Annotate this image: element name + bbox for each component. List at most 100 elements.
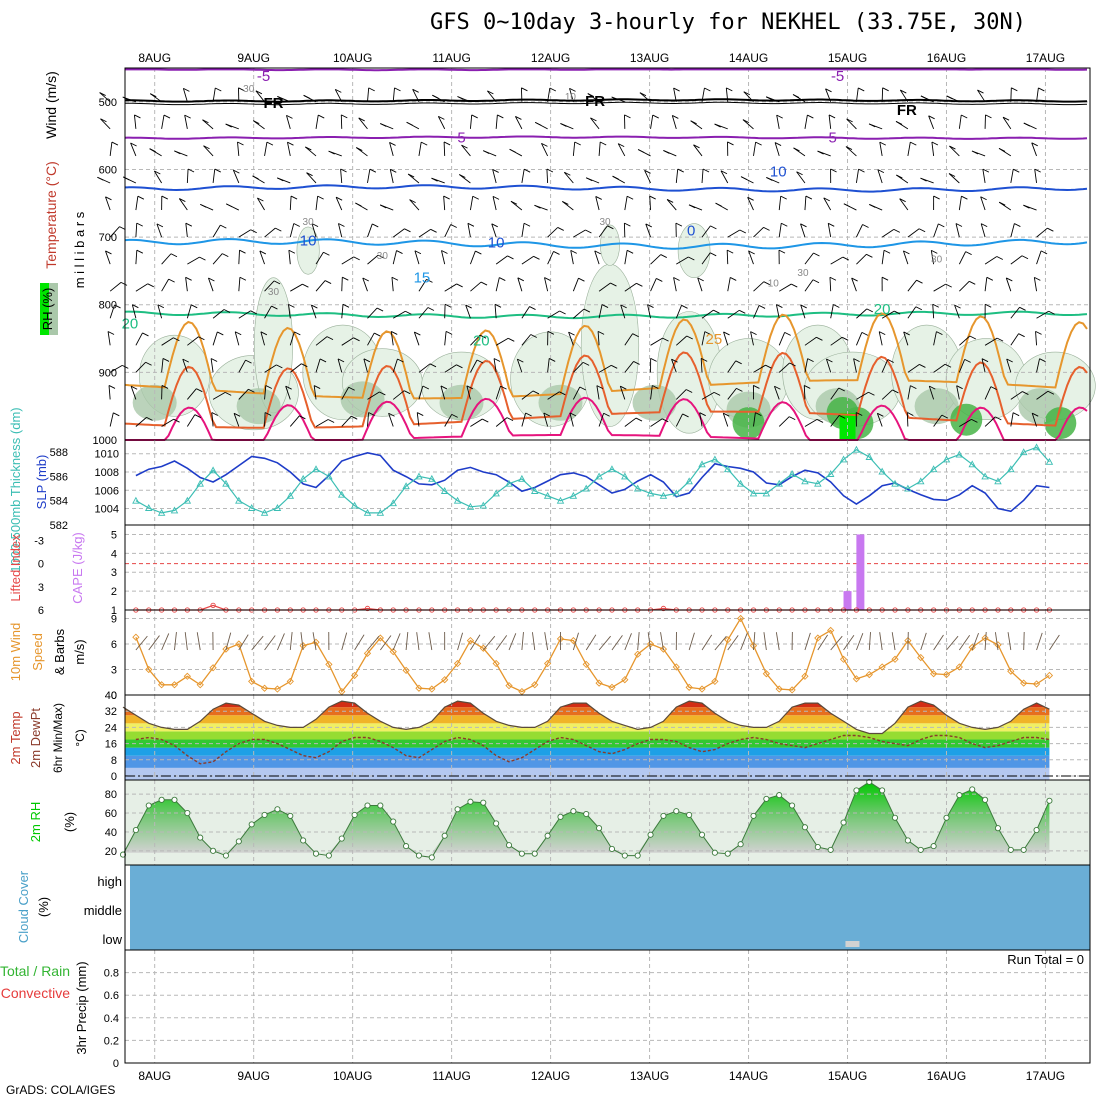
wind-barb	[919, 364, 926, 368]
wind-barb	[775, 304, 780, 319]
wind-barb	[1036, 87, 1039, 102]
wind-barb	[1006, 358, 1013, 363]
wind-barb	[662, 337, 669, 342]
thickness-point	[633, 484, 642, 492]
lifted-point	[364, 605, 371, 612]
wind-barb	[1038, 87, 1045, 92]
wind-barb	[701, 309, 714, 319]
wind-barb	[598, 304, 603, 319]
wind-barb	[547, 358, 550, 373]
isotherm-30	[124, 351, 1088, 429]
rh2m-point	[853, 787, 860, 794]
top-day-label: 16AUG	[927, 51, 966, 65]
wind-barb	[647, 304, 651, 319]
rh2m-point	[377, 802, 384, 809]
wind-barb	[964, 358, 971, 363]
wind-barb	[765, 364, 772, 369]
wind10-barb	[312, 632, 317, 651]
rh2m-point	[930, 843, 937, 850]
wind-barb	[260, 331, 265, 346]
grads-credit: GrADS: COLA/IGES	[6, 1083, 116, 1097]
wind-barb	[372, 223, 379, 228]
contour-label: FR	[263, 95, 283, 112]
wind-barb	[735, 360, 742, 365]
millibars-axis-label: m i l l i b a r s	[72, 211, 87, 288]
wind10-axis-label: 10m Wind	[8, 623, 23, 682]
wind-barb	[153, 170, 163, 184]
wind-barb	[109, 412, 114, 427]
wind-barb	[392, 390, 405, 400]
rh2m-point	[338, 835, 345, 842]
rh2m-tick-label: 80	[105, 789, 117, 801]
wind-barb	[362, 277, 368, 292]
wind-barb	[710, 252, 717, 257]
wind-barb	[348, 386, 355, 391]
wind-barb	[650, 254, 662, 265]
wind-barb	[341, 387, 350, 400]
wind-barb	[825, 88, 832, 102]
wind10-barb	[701, 634, 713, 651]
thickness-point	[762, 489, 771, 497]
wind-barb	[812, 279, 820, 284]
wind-barb	[796, 171, 803, 176]
wind-barb	[315, 358, 321, 373]
wind-barb	[620, 304, 626, 319]
wind10-barb	[482, 635, 496, 651]
wind-barb	[257, 197, 264, 202]
wind-barb	[977, 89, 986, 103]
wind10-barb	[971, 632, 979, 651]
wind-barb	[598, 364, 612, 373]
temp-band	[125, 755, 1050, 768]
wind-barb	[288, 249, 296, 254]
wind-barb	[633, 361, 640, 365]
wind-barb	[830, 387, 840, 400]
wind-barb	[457, 96, 464, 100]
wind-barb	[660, 254, 667, 258]
wind-barb	[105, 250, 112, 255]
wind-barb	[135, 223, 138, 238]
wind-barb	[147, 283, 154, 288]
wind-barb	[828, 114, 836, 119]
wind-barb	[290, 283, 303, 292]
wind-barb	[611, 96, 618, 101]
bottom-day-label: 14AUG	[729, 1069, 768, 1083]
wind-barb	[157, 304, 165, 309]
wind-barb	[161, 385, 169, 389]
wind10-point	[955, 663, 963, 671]
wind-barb	[701, 331, 706, 346]
wind10-barb	[637, 632, 640, 651]
wind10-point	[248, 677, 256, 686]
rh-region	[1044, 407, 1077, 440]
wind10-barb	[753, 632, 756, 651]
wind-barb	[1031, 412, 1039, 417]
wind-barb	[804, 196, 807, 211]
wind-barb	[233, 169, 240, 174]
rh2m-point	[608, 845, 616, 852]
thickness-tick-label: 582	[50, 520, 68, 532]
wind-barb	[969, 335, 977, 340]
wind-barb	[1040, 250, 1048, 255]
wind-barb	[376, 307, 384, 312]
wind-barb	[726, 250, 729, 265]
wind-barb	[328, 150, 335, 155]
wind-barb	[986, 276, 994, 281]
bottom-day-label: 12AUG	[531, 1069, 570, 1083]
wind-barb	[958, 359, 966, 373]
wind-barb	[287, 142, 291, 157]
run-total-label: Run Total = 0	[1007, 952, 1084, 967]
wind-barb	[559, 310, 566, 315]
wind-barb	[222, 253, 229, 258]
wind-barb	[1023, 122, 1031, 127]
wind-barb	[469, 114, 473, 129]
wind-barb	[778, 196, 782, 211]
wind-barb	[509, 148, 516, 153]
wind-barb	[120, 281, 128, 286]
wind-barb	[255, 90, 263, 95]
wind-barb	[429, 363, 437, 368]
wind-barb	[918, 228, 926, 233]
wind-barb	[289, 415, 300, 427]
wind-barb	[607, 225, 614, 230]
rh2m-point	[403, 843, 410, 850]
wind-barb	[958, 114, 962, 129]
wind-barb	[675, 335, 688, 346]
